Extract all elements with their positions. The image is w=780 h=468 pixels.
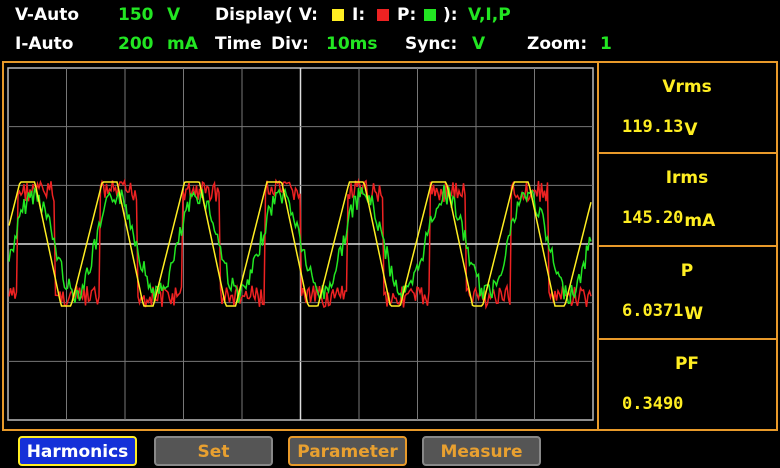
reading-unit: W <box>684 304 703 324</box>
button[interactable]: Set <box>154 436 273 466</box>
v-range-label: V-Auto <box>15 5 79 25</box>
display-p: P: <box>397 5 416 25</box>
display-i: I: <box>352 5 365 25</box>
reading-value: 145.20 <box>622 208 683 228</box>
reading-value: 6.0371 <box>622 301 683 321</box>
sync-value: V <box>472 34 486 54</box>
i-range-label: I-Auto <box>15 34 73 54</box>
reading-label: Irms <box>666 168 709 188</box>
voltage-trace <box>8 181 592 307</box>
reading-value: 0.3490 <box>622 394 683 414</box>
reading-label: PF <box>675 354 699 374</box>
button-label[interactable]: Parameter <box>297 442 398 462</box>
zoom-label: Zoom: <box>527 34 587 54</box>
display-value: V,I,P <box>468 5 511 25</box>
button[interactable]: Parameter <box>288 436 407 466</box>
reading-label: Vrms <box>662 77 711 97</box>
time-label: Time <box>215 34 262 54</box>
reading-label: P <box>681 261 693 281</box>
button-bg[interactable] <box>154 436 273 466</box>
button-bg[interactable] <box>18 436 137 466</box>
button-label[interactable]: Measure <box>440 442 522 462</box>
button-label[interactable]: Set <box>198 442 230 462</box>
display-label: Display( V: <box>215 5 318 25</box>
i-swatch <box>377 9 389 21</box>
current-trace <box>8 177 592 310</box>
reading-unit: mA <box>684 211 716 231</box>
button[interactable]: Measure <box>422 436 541 466</box>
reading-unit: V <box>684 120 698 140</box>
button[interactable]: Harmonics <box>18 436 137 466</box>
time-div-value: 10ms <box>326 34 378 54</box>
button-bg[interactable] <box>288 436 407 466</box>
v-range-value: 150 <box>118 5 154 25</box>
display-close: ): <box>443 5 458 25</box>
reading-value: 119.13 <box>622 117 683 137</box>
button-bg[interactable] <box>422 436 541 466</box>
i-range-unit: mA <box>167 34 199 54</box>
zoom-value: 1 <box>600 34 612 54</box>
v-swatch <box>332 9 344 21</box>
button-label[interactable]: Harmonics <box>27 442 129 462</box>
p-swatch <box>424 9 436 21</box>
div-label: Div: <box>271 34 309 54</box>
sync-label: Sync: <box>405 34 457 54</box>
v-range-unit: V <box>167 5 181 25</box>
i-range-value: 200 <box>118 34 154 54</box>
power-trace <box>8 184 592 305</box>
